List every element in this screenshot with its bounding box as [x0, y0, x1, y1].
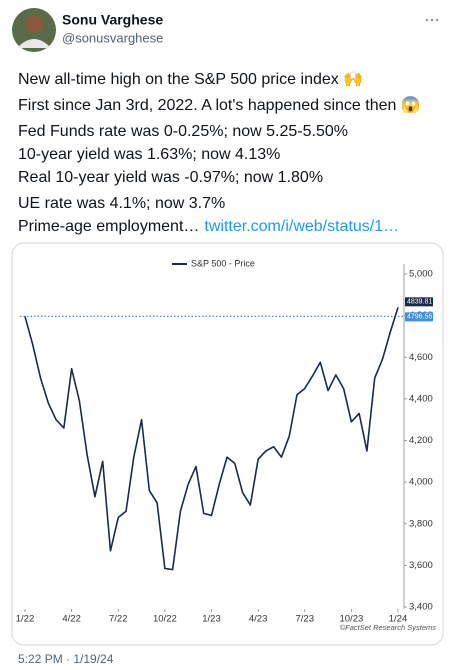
x-tick-label: 7/22	[109, 614, 128, 625]
tweet-link[interactable]: twitter.com/i/web/status/1…	[204, 218, 399, 235]
x-tick-label: 1/24	[389, 614, 408, 625]
media-frame[interactable]	[11, 242, 444, 646]
avatar-face	[25, 15, 43, 33]
tweet-line: UE rate was 4.1%; now 3.7%	[18, 195, 225, 212]
price-line	[24, 307, 399, 571]
x-tick-label: 4/22	[62, 614, 81, 625]
legend-label: S&P 500 - Price	[191, 258, 255, 268]
tweet-line: New all-time high on the S&P 500 price i…	[18, 70, 363, 88]
x-tick-label: 10/22	[153, 614, 177, 625]
x-tick-label: 7/23	[296, 614, 315, 625]
tweet-line: Real 10-year yield was -0.97%; now 1.80%	[18, 169, 323, 186]
source: ©FactSet Research Systems	[340, 623, 437, 632]
timestamp[interactable]: 5:22 PM · 1/19/24	[18, 652, 114, 666]
y-tick-label: 4,400	[409, 393, 433, 404]
reference-label: 4796.56	[407, 314, 432, 321]
x-tick-label: 10/23	[339, 614, 363, 625]
last-value-badge	[405, 297, 433, 307]
tweet-line: First since Jan 3rd, 2022. A lot's happe…	[18, 96, 421, 114]
y-tick-label: 5,000	[409, 269, 433, 280]
tweet-line: Prime-age employment…	[18, 218, 199, 235]
y-tick-label: 4,600	[409, 352, 433, 363]
y-tick-label: 3,600	[409, 560, 433, 571]
x-tick-label: 4/23	[249, 614, 268, 625]
y-tick-label: 4,200	[409, 435, 433, 446]
y-tick-label: 4,000	[409, 477, 433, 488]
x-tick-label: 1/23	[202, 614, 221, 625]
avatar-shirt	[17, 39, 51, 48]
author-name[interactable]: Sonu Varghese	[62, 12, 163, 28]
y-tick-label: 3,800	[409, 518, 433, 529]
reference-badge	[405, 312, 433, 322]
author-handle[interactable]: @sonusvarghese	[62, 30, 163, 45]
x-tick-label: 1/22	[16, 614, 35, 625]
more-menu[interactable]	[425, 18, 439, 22]
y-tick-label: 3,400	[409, 602, 433, 613]
tweet-line: 10-year yield was 1.63%; now 4.13%	[18, 146, 280, 163]
last-value-label: 4839.81	[407, 299, 432, 306]
tweet-line: Fed Funds rate was 0-0.25%; now 5.25-5.5…	[18, 123, 348, 140]
